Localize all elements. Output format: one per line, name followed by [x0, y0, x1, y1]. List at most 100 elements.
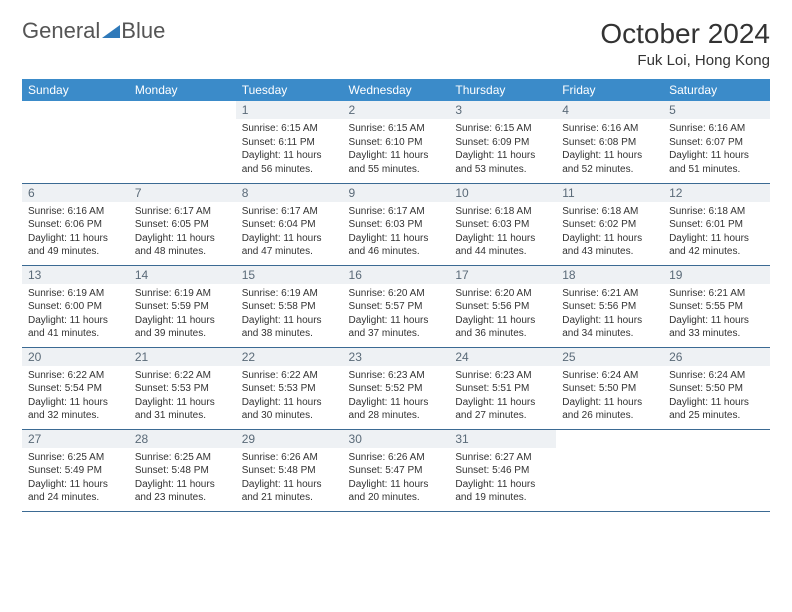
daylight-text: Daylight: 11 hours and 26 minutes. — [562, 396, 657, 423]
sunset-text: Sunset: 6:01 PM — [669, 218, 764, 232]
sunrise-text: Sunrise: 6:20 AM — [455, 287, 550, 301]
logo-part2: Blue — [121, 18, 165, 44]
day-number: 4 — [556, 101, 663, 119]
day-number: 18 — [556, 266, 663, 284]
sunset-text: Sunset: 6:04 PM — [242, 218, 337, 232]
logo-part1: General — [22, 18, 100, 44]
calendar-cell: 16Sunrise: 6:20 AMSunset: 5:57 PMDayligh… — [343, 265, 450, 347]
daylight-text: Daylight: 11 hours and 48 minutes. — [135, 232, 230, 259]
daylight-text: Daylight: 11 hours and 25 minutes. — [669, 396, 764, 423]
calendar-cell: . — [663, 429, 770, 511]
daylight-text: Daylight: 11 hours and 32 minutes. — [28, 396, 123, 423]
sunrise-text: Sunrise: 6:21 AM — [562, 287, 657, 301]
day-details: Sunrise: 6:23 AMSunset: 5:52 PMDaylight:… — [343, 366, 450, 427]
calendar-cell: 23Sunrise: 6:23 AMSunset: 5:52 PMDayligh… — [343, 347, 450, 429]
day-number: 6 — [22, 184, 129, 202]
daylight-text: Daylight: 11 hours and 24 minutes. — [28, 478, 123, 505]
sunrise-text: Sunrise: 6:26 AM — [242, 451, 337, 465]
day-number: 24 — [449, 348, 556, 366]
daylight-text: Daylight: 11 hours and 56 minutes. — [242, 149, 337, 176]
day-number: 21 — [129, 348, 236, 366]
sunset-text: Sunset: 5:53 PM — [135, 382, 230, 396]
sunrise-text: Sunrise: 6:15 AM — [349, 122, 444, 136]
sunset-text: Sunset: 5:49 PM — [28, 464, 123, 478]
sunset-text: Sunset: 6:09 PM — [455, 136, 550, 150]
sunset-text: Sunset: 6:11 PM — [242, 136, 337, 150]
sunset-text: Sunset: 5:59 PM — [135, 300, 230, 314]
day-details: Sunrise: 6:16 AMSunset: 6:07 PMDaylight:… — [663, 119, 770, 180]
day-number: 14 — [129, 266, 236, 284]
sunrise-text: Sunrise: 6:25 AM — [28, 451, 123, 465]
calendar-cell: 31Sunrise: 6:27 AMSunset: 5:46 PMDayligh… — [449, 429, 556, 511]
sunrise-text: Sunrise: 6:16 AM — [562, 122, 657, 136]
calendar-cell: 12Sunrise: 6:18 AMSunset: 6:01 PMDayligh… — [663, 183, 770, 265]
sunrise-text: Sunrise: 6:22 AM — [135, 369, 230, 383]
sunrise-text: Sunrise: 6:15 AM — [455, 122, 550, 136]
calendar-cell: 15Sunrise: 6:19 AMSunset: 5:58 PMDayligh… — [236, 265, 343, 347]
daylight-text: Daylight: 11 hours and 38 minutes. — [242, 314, 337, 341]
daylight-text: Daylight: 11 hours and 52 minutes. — [562, 149, 657, 176]
sunset-text: Sunset: 5:48 PM — [135, 464, 230, 478]
day-details: Sunrise: 6:19 AMSunset: 5:59 PMDaylight:… — [129, 284, 236, 345]
calendar-cell: 26Sunrise: 6:24 AMSunset: 5:50 PMDayligh… — [663, 347, 770, 429]
sunrise-text: Sunrise: 6:21 AM — [669, 287, 764, 301]
weekday-header: Tuesday — [236, 79, 343, 101]
calendar-cell: 18Sunrise: 6:21 AMSunset: 5:56 PMDayligh… — [556, 265, 663, 347]
title-block: October 2024 Fuk Loi, Hong Kong — [600, 18, 770, 69]
calendar-cell: 4Sunrise: 6:16 AMSunset: 6:08 PMDaylight… — [556, 101, 663, 183]
day-number: 15 — [236, 266, 343, 284]
calendar-cell: 7Sunrise: 6:17 AMSunset: 6:05 PMDaylight… — [129, 183, 236, 265]
sunrise-text: Sunrise: 6:20 AM — [349, 287, 444, 301]
daylight-text: Daylight: 11 hours and 42 minutes. — [669, 232, 764, 259]
day-details: Sunrise: 6:17 AMSunset: 6:05 PMDaylight:… — [129, 202, 236, 263]
daylight-text: Daylight: 11 hours and 37 minutes. — [349, 314, 444, 341]
sunset-text: Sunset: 5:55 PM — [669, 300, 764, 314]
calendar-cell: 14Sunrise: 6:19 AMSunset: 5:59 PMDayligh… — [129, 265, 236, 347]
sunset-text: Sunset: 6:02 PM — [562, 218, 657, 232]
day-details: Sunrise: 6:15 AMSunset: 6:09 PMDaylight:… — [449, 119, 556, 180]
daylight-text: Daylight: 11 hours and 19 minutes. — [455, 478, 550, 505]
day-number: 26 — [663, 348, 770, 366]
sunset-text: Sunset: 6:05 PM — [135, 218, 230, 232]
sunrise-text: Sunrise: 6:23 AM — [455, 369, 550, 383]
day-details: Sunrise: 6:27 AMSunset: 5:46 PMDaylight:… — [449, 448, 556, 509]
daylight-text: Daylight: 11 hours and 39 minutes. — [135, 314, 230, 341]
calendar-cell: . — [22, 101, 129, 183]
daylight-text: Daylight: 11 hours and 28 minutes. — [349, 396, 444, 423]
location-subtitle: Fuk Loi, Hong Kong — [600, 52, 770, 69]
calendar-cell: 3Sunrise: 6:15 AMSunset: 6:09 PMDaylight… — [449, 101, 556, 183]
calendar-row: 6Sunrise: 6:16 AMSunset: 6:06 PMDaylight… — [22, 183, 770, 265]
day-details: Sunrise: 6:24 AMSunset: 5:50 PMDaylight:… — [556, 366, 663, 427]
daylight-text: Daylight: 11 hours and 31 minutes. — [135, 396, 230, 423]
day-details: Sunrise: 6:22 AMSunset: 5:53 PMDaylight:… — [129, 366, 236, 427]
day-number: 31 — [449, 430, 556, 448]
day-details: Sunrise: 6:17 AMSunset: 6:04 PMDaylight:… — [236, 202, 343, 263]
calendar-cell: . — [129, 101, 236, 183]
calendar-cell: 21Sunrise: 6:22 AMSunset: 5:53 PMDayligh… — [129, 347, 236, 429]
sunset-text: Sunset: 5:48 PM — [242, 464, 337, 478]
calendar-cell: 17Sunrise: 6:20 AMSunset: 5:56 PMDayligh… — [449, 265, 556, 347]
calendar-cell: 30Sunrise: 6:26 AMSunset: 5:47 PMDayligh… — [343, 429, 450, 511]
sunset-text: Sunset: 5:50 PM — [669, 382, 764, 396]
day-number: 22 — [236, 348, 343, 366]
sunrise-text: Sunrise: 6:16 AM — [669, 122, 764, 136]
calendar-table: Sunday Monday Tuesday Wednesday Thursday… — [22, 79, 770, 512]
sunset-text: Sunset: 6:10 PM — [349, 136, 444, 150]
day-number: 29 — [236, 430, 343, 448]
sunset-text: Sunset: 5:57 PM — [349, 300, 444, 314]
sunset-text: Sunset: 5:54 PM — [28, 382, 123, 396]
calendar-row: 13Sunrise: 6:19 AMSunset: 6:00 PMDayligh… — [22, 265, 770, 347]
daylight-text: Daylight: 11 hours and 30 minutes. — [242, 396, 337, 423]
sunrise-text: Sunrise: 6:23 AM — [349, 369, 444, 383]
calendar-cell: 13Sunrise: 6:19 AMSunset: 6:00 PMDayligh… — [22, 265, 129, 347]
sunrise-text: Sunrise: 6:24 AM — [562, 369, 657, 383]
weekday-header: Monday — [129, 79, 236, 101]
day-number: 23 — [343, 348, 450, 366]
day-number: 9 — [343, 184, 450, 202]
daylight-text: Daylight: 11 hours and 44 minutes. — [455, 232, 550, 259]
sunset-text: Sunset: 5:52 PM — [349, 382, 444, 396]
daylight-text: Daylight: 11 hours and 34 minutes. — [562, 314, 657, 341]
day-details: Sunrise: 6:19 AMSunset: 5:58 PMDaylight:… — [236, 284, 343, 345]
day-details: Sunrise: 6:24 AMSunset: 5:50 PMDaylight:… — [663, 366, 770, 427]
day-number: 30 — [343, 430, 450, 448]
